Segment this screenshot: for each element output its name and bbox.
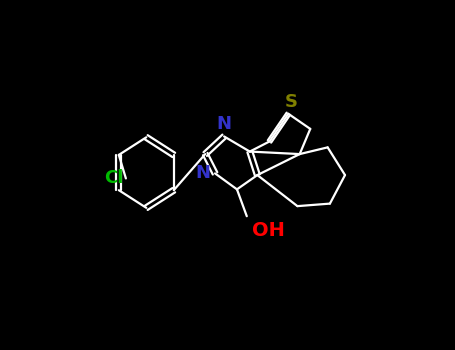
Text: OH: OH <box>252 221 285 240</box>
Text: N: N <box>217 115 232 133</box>
Text: Cl: Cl <box>104 169 123 188</box>
Text: N: N <box>195 164 210 182</box>
Text: S: S <box>284 93 298 111</box>
